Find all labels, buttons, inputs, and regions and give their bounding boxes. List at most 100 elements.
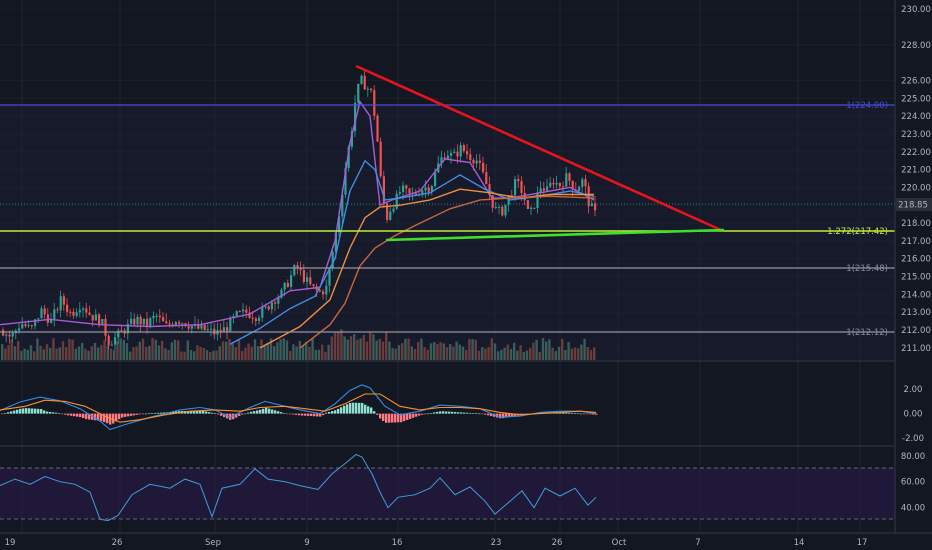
volume-bar bbox=[289, 350, 292, 360]
volume-bar bbox=[10, 339, 13, 360]
macd-histogram-bar bbox=[331, 411, 334, 414]
candle-body bbox=[360, 75, 363, 84]
rsi-axis[interactable]: 80.00 60.00 40.00 bbox=[901, 452, 925, 514]
volume-bar bbox=[109, 348, 113, 360]
macd-histogram-bar bbox=[118, 413, 121, 420]
macd-histogram-bar bbox=[277, 411, 280, 414]
volume-bar bbox=[33, 351, 36, 360]
volume-bar bbox=[359, 338, 362, 360]
volume-bar bbox=[244, 347, 247, 360]
volume-bar bbox=[260, 339, 263, 360]
candle-body bbox=[344, 168, 347, 195]
candle-body bbox=[587, 186, 590, 207]
price-tick-label: 226.00 bbox=[901, 76, 931, 86]
volume-bar bbox=[122, 339, 125, 360]
candlesticks bbox=[2, 69, 597, 351]
macd-histogram-bar bbox=[373, 411, 376, 414]
price-tick-label: 216.00 bbox=[901, 255, 931, 265]
candle-body bbox=[88, 312, 91, 315]
candle-body bbox=[318, 290, 321, 292]
candle-body bbox=[363, 75, 366, 90]
volume-bar bbox=[519, 345, 522, 360]
macd-histogram-bar bbox=[352, 402, 355, 414]
macd-histogram-bar bbox=[280, 412, 283, 414]
candle-body bbox=[424, 187, 427, 191]
price-axis[interactable]: 230.00 228.00 226.00 225.00 224.00 223.00 222.… bbox=[901, 5, 931, 354]
price-tick-label: 221.00 bbox=[901, 166, 931, 176]
candle-body bbox=[328, 267, 331, 286]
macd-histogram-bar bbox=[208, 412, 211, 414]
macd-histogram-bar bbox=[472, 413, 475, 414]
candle-body bbox=[398, 192, 401, 194]
macd-line bbox=[0, 384, 597, 431]
volume-bar bbox=[4, 348, 7, 360]
candle-body bbox=[37, 318, 40, 320]
macd-histogram-bar bbox=[211, 412, 214, 414]
macd-axis[interactable]: 2.00 0.00 -2.00 bbox=[902, 385, 924, 444]
macd-histogram-bar bbox=[439, 411, 442, 414]
rsi-tick-label: 80.00 bbox=[901, 452, 925, 462]
macd-histogram-bar bbox=[58, 413, 61, 414]
volume-bar bbox=[353, 334, 356, 360]
volume-bar bbox=[196, 345, 199, 360]
volume-bar bbox=[17, 341, 20, 360]
macd-histogram-bar bbox=[394, 413, 397, 423]
volume-bar bbox=[263, 345, 266, 360]
macd-histogram-bar bbox=[85, 413, 88, 420]
candle-body bbox=[222, 327, 225, 333]
candle-body bbox=[78, 309, 81, 313]
candle-body bbox=[5, 334, 8, 336]
candle-body bbox=[107, 335, 110, 346]
candle-body bbox=[347, 146, 350, 169]
volume-bar bbox=[343, 336, 346, 360]
macd-histogram-bar bbox=[232, 413, 235, 420]
time-tick-label: 19 bbox=[5, 538, 16, 548]
volume-bar bbox=[145, 346, 148, 360]
volume-bar bbox=[231, 343, 234, 360]
fib-1272-label: 1.272(217.42) bbox=[827, 227, 888, 237]
macd-histogram-bar bbox=[217, 413, 220, 415]
support-trendline[interactable] bbox=[385, 228, 725, 242]
volume-bar bbox=[439, 342, 442, 360]
volume-bar bbox=[42, 349, 45, 360]
candle-body bbox=[226, 327, 229, 332]
volume-bar bbox=[77, 346, 81, 360]
time-axis[interactable]: 19 26 Sep 9 16 23 26 Oct 7 14 17 bbox=[5, 538, 868, 548]
macd-histogram-bar bbox=[385, 413, 388, 423]
volume-bar bbox=[452, 346, 455, 360]
candle-body bbox=[421, 190, 424, 195]
macd-histogram-bar bbox=[214, 413, 217, 415]
candle-body bbox=[62, 296, 65, 305]
volume-bar bbox=[93, 342, 97, 360]
volume-bar bbox=[490, 338, 493, 360]
macd-histogram-bar bbox=[463, 412, 466, 414]
macd-tick-label: -2.00 bbox=[902, 434, 924, 444]
volume-bar bbox=[401, 343, 404, 360]
macd-histogram-bar bbox=[196, 410, 199, 414]
volume-bar bbox=[157, 345, 161, 360]
volume-bar bbox=[471, 339, 474, 360]
candle-body bbox=[485, 172, 488, 185]
resistance-trendline[interactable] bbox=[355, 64, 722, 232]
volume-bar bbox=[189, 349, 193, 360]
candle-body bbox=[11, 333, 14, 337]
macd-histogram-bar bbox=[403, 413, 406, 422]
macd-histogram-bar bbox=[28, 408, 31, 414]
volume-bar bbox=[333, 332, 337, 360]
current-price-tag: 218.85 bbox=[896, 198, 932, 211]
macd-histogram-bar bbox=[361, 402, 364, 414]
macd-histogram-bar bbox=[574, 413, 577, 414]
macd-histogram-bar bbox=[16, 409, 19, 414]
volume-bar bbox=[23, 348, 26, 360]
volume-bar bbox=[65, 347, 68, 360]
macd-histogram-bar bbox=[421, 413, 424, 415]
macd-histogram-bar bbox=[298, 413, 301, 416]
candle-body bbox=[376, 115, 379, 142]
volume-bar bbox=[135, 346, 138, 360]
macd-histogram-bar bbox=[571, 413, 574, 414]
macd-histogram-bar bbox=[436, 411, 439, 414]
price-tick-label: 224.00 bbox=[901, 112, 931, 122]
candle-body bbox=[174, 322, 177, 326]
macd-histogram-bar bbox=[61, 413, 64, 415]
